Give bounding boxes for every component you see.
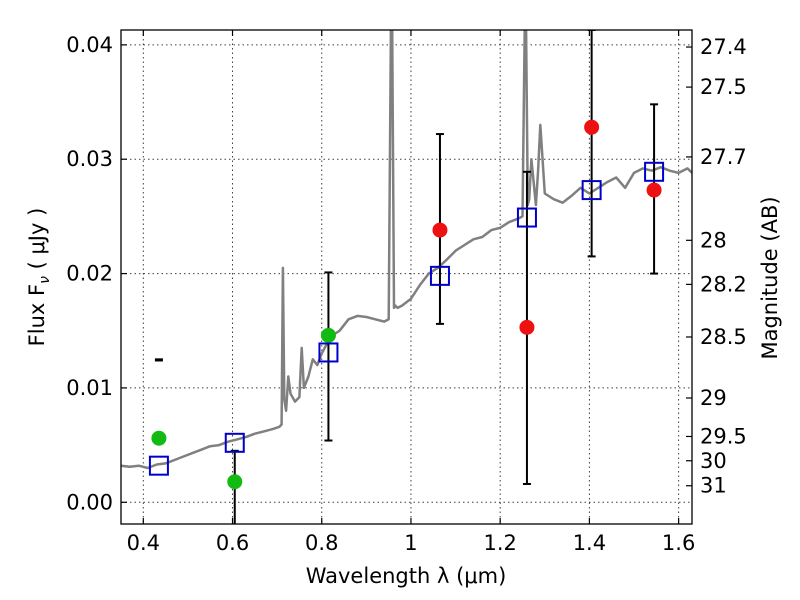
magnitude-tick-label: 28.5 [700, 325, 747, 349]
model-point [516, 207, 537, 228]
model-point [429, 265, 450, 286]
data-markers [148, 119, 665, 490]
x-tick-label: 0.4 [127, 531, 160, 555]
grid-lines [121, 30, 692, 524]
photometry-point [151, 430, 167, 446]
y-axis-label: Flux Fν ( μJy ) [25, 208, 53, 347]
magnitude-tick-label: 27.7 [700, 145, 747, 169]
y-tick-label: 0.03 [66, 147, 113, 171]
model-point [224, 432, 245, 453]
x-tick-label: 0.8 [305, 531, 338, 555]
photometry-point [519, 319, 535, 335]
y-tick-label: 0.02 [66, 262, 113, 286]
y-tick-label: 0.00 [66, 490, 113, 514]
magnitude-tick-label: 27.4 [700, 35, 747, 59]
model-point [644, 161, 665, 182]
magnitude-tick-label: 28 [700, 228, 727, 252]
model-point [148, 455, 169, 476]
photometry-point [432, 222, 448, 238]
model-point [581, 180, 602, 201]
magnitude-tick-label: 27.5 [700, 75, 747, 99]
photometry-point [227, 474, 243, 490]
x-tick-label: 1 [404, 531, 417, 555]
y-axis-label-main: Flux F [25, 284, 49, 346]
photometry-point [584, 119, 600, 135]
photometry-point [646, 182, 662, 198]
right-axis-label: Magnitude (AB) [758, 196, 782, 359]
photometry-point [320, 327, 336, 343]
plot-background [121, 30, 692, 524]
x-tick-labels: 0.4 0.6 0.8 1 1.2 1.4 1.6 [127, 531, 696, 555]
magnitude-tick-label: 30 [700, 449, 727, 473]
magnitude-tick-label: 28.2 [700, 272, 747, 296]
axis-ticks [121, 30, 692, 524]
x-axis-label: Wavelength λ (μm) [306, 564, 507, 588]
y-axis-label-unit: ( μJy ) [25, 208, 49, 276]
magnitude-tick-label: 31 [700, 474, 727, 498]
template-spectrum-line [121, 30, 692, 470]
x-tick-label: 0.6 [216, 531, 249, 555]
model-point [318, 342, 339, 363]
y-tick-label: 0.01 [66, 376, 113, 400]
plot-area [121, 30, 692, 524]
y-tick-labels: 0.00 0.01 0.02 0.03 0.04 [66, 33, 113, 514]
y-axis-label-sub: ν [37, 276, 53, 284]
magnitude-tick-label: 29 [700, 386, 727, 410]
x-tick-label: 1.6 [662, 531, 695, 555]
y-tick-label: 0.04 [66, 33, 113, 57]
magnitude-tick-label: 29.5 [700, 424, 747, 448]
x-tick-label: 1.4 [573, 531, 606, 555]
x-tick-label: 1.2 [483, 531, 516, 555]
plot-frame [120, 29, 693, 525]
